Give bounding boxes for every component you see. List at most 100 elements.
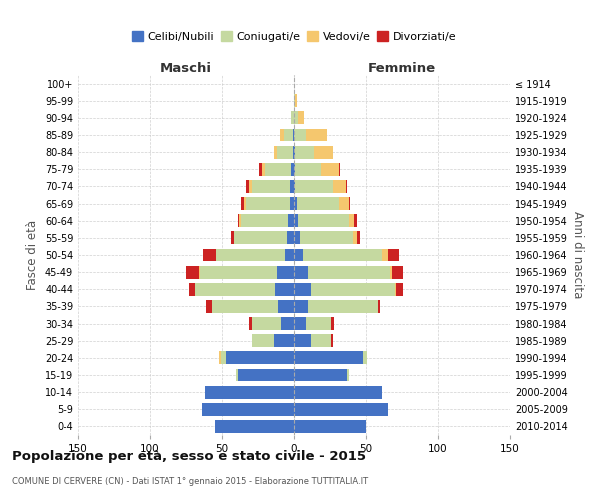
Bar — [298, 214, 349, 227]
Bar — [275, 283, 294, 296]
Bar — [308, 266, 391, 278]
Bar — [274, 146, 277, 158]
Bar — [311, 283, 395, 296]
Bar — [252, 317, 281, 330]
Bar — [396, 283, 403, 296]
Bar — [363, 352, 367, 364]
Bar — [194, 283, 275, 296]
Bar — [395, 283, 396, 296]
Bar — [314, 146, 333, 158]
Bar — [294, 197, 297, 210]
Bar — [262, 163, 265, 175]
Bar — [294, 403, 388, 415]
Bar — [265, 163, 291, 175]
Bar — [238, 214, 239, 227]
Bar — [206, 300, 212, 313]
Bar — [189, 283, 194, 296]
Bar — [241, 214, 288, 227]
Bar — [215, 420, 294, 433]
Bar — [252, 180, 290, 193]
Bar — [238, 368, 294, 382]
Bar — [226, 352, 294, 364]
Bar — [294, 386, 382, 398]
Bar — [286, 248, 294, 262]
Bar — [247, 197, 290, 210]
Bar — [355, 214, 358, 227]
Bar — [294, 266, 308, 278]
Bar — [294, 368, 347, 382]
Bar — [230, 232, 233, 244]
Bar — [205, 386, 294, 398]
Text: COMUNE DI CERVERE (CN) - Dati ISTAT 1° gennaio 2015 - Elaborazione TUTTITALIA.IT: COMUNE DI CERVERE (CN) - Dati ISTAT 1° g… — [12, 478, 368, 486]
Bar — [250, 180, 252, 193]
Bar — [305, 128, 327, 141]
Bar — [295, 146, 314, 158]
Bar — [287, 232, 294, 244]
Bar — [346, 180, 347, 193]
Bar — [322, 163, 338, 175]
Bar — [200, 266, 277, 278]
Bar — [333, 180, 346, 193]
Bar — [294, 146, 295, 158]
Bar — [221, 352, 226, 364]
Bar — [294, 163, 295, 175]
Bar — [280, 128, 284, 141]
Bar — [294, 352, 363, 364]
Bar — [216, 248, 286, 262]
Bar — [293, 146, 294, 158]
Text: Femmine: Femmine — [368, 62, 436, 75]
Legend: Celibi/Nubili, Coniugati/e, Vedovi/e, Divorziati/e: Celibi/Nubili, Coniugati/e, Vedovi/e, Di… — [127, 26, 461, 46]
Bar — [284, 128, 293, 141]
Bar — [244, 197, 247, 210]
Bar — [294, 248, 302, 262]
Text: Maschi: Maschi — [160, 62, 212, 75]
Bar — [305, 317, 331, 330]
Bar — [391, 266, 392, 278]
Bar — [331, 317, 334, 330]
Bar — [358, 232, 360, 244]
Bar — [186, 266, 199, 278]
Bar — [392, 266, 403, 278]
Bar — [349, 214, 355, 227]
Bar — [347, 368, 349, 382]
Bar — [295, 94, 297, 107]
Bar — [236, 368, 238, 382]
Bar — [295, 163, 322, 175]
Bar — [294, 128, 305, 141]
Bar — [212, 300, 278, 313]
Bar — [295, 180, 333, 193]
Bar — [338, 197, 349, 210]
Bar — [294, 112, 298, 124]
Bar — [294, 180, 295, 193]
Bar — [278, 300, 294, 313]
Bar — [297, 197, 338, 210]
Bar — [290, 197, 294, 210]
Bar — [241, 197, 244, 210]
Bar — [252, 334, 274, 347]
Bar — [250, 317, 252, 330]
Bar — [294, 334, 311, 347]
Bar — [274, 334, 294, 347]
Bar — [202, 403, 294, 415]
Bar — [291, 163, 294, 175]
Bar — [294, 283, 311, 296]
Y-axis label: Anni di nascita: Anni di nascita — [571, 212, 584, 298]
Bar — [388, 248, 399, 262]
Bar — [311, 334, 331, 347]
Bar — [259, 163, 262, 175]
Bar — [294, 317, 305, 330]
Bar — [349, 197, 350, 210]
Bar — [353, 232, 358, 244]
Bar — [382, 248, 388, 262]
Bar — [294, 232, 300, 244]
Bar — [219, 352, 221, 364]
Bar — [281, 317, 294, 330]
Bar — [291, 112, 294, 124]
Bar — [247, 180, 250, 193]
Bar — [294, 300, 308, 313]
Bar — [290, 180, 294, 193]
Y-axis label: Fasce di età: Fasce di età — [26, 220, 39, 290]
Bar — [239, 214, 241, 227]
Bar — [293, 128, 294, 141]
Bar — [302, 248, 382, 262]
